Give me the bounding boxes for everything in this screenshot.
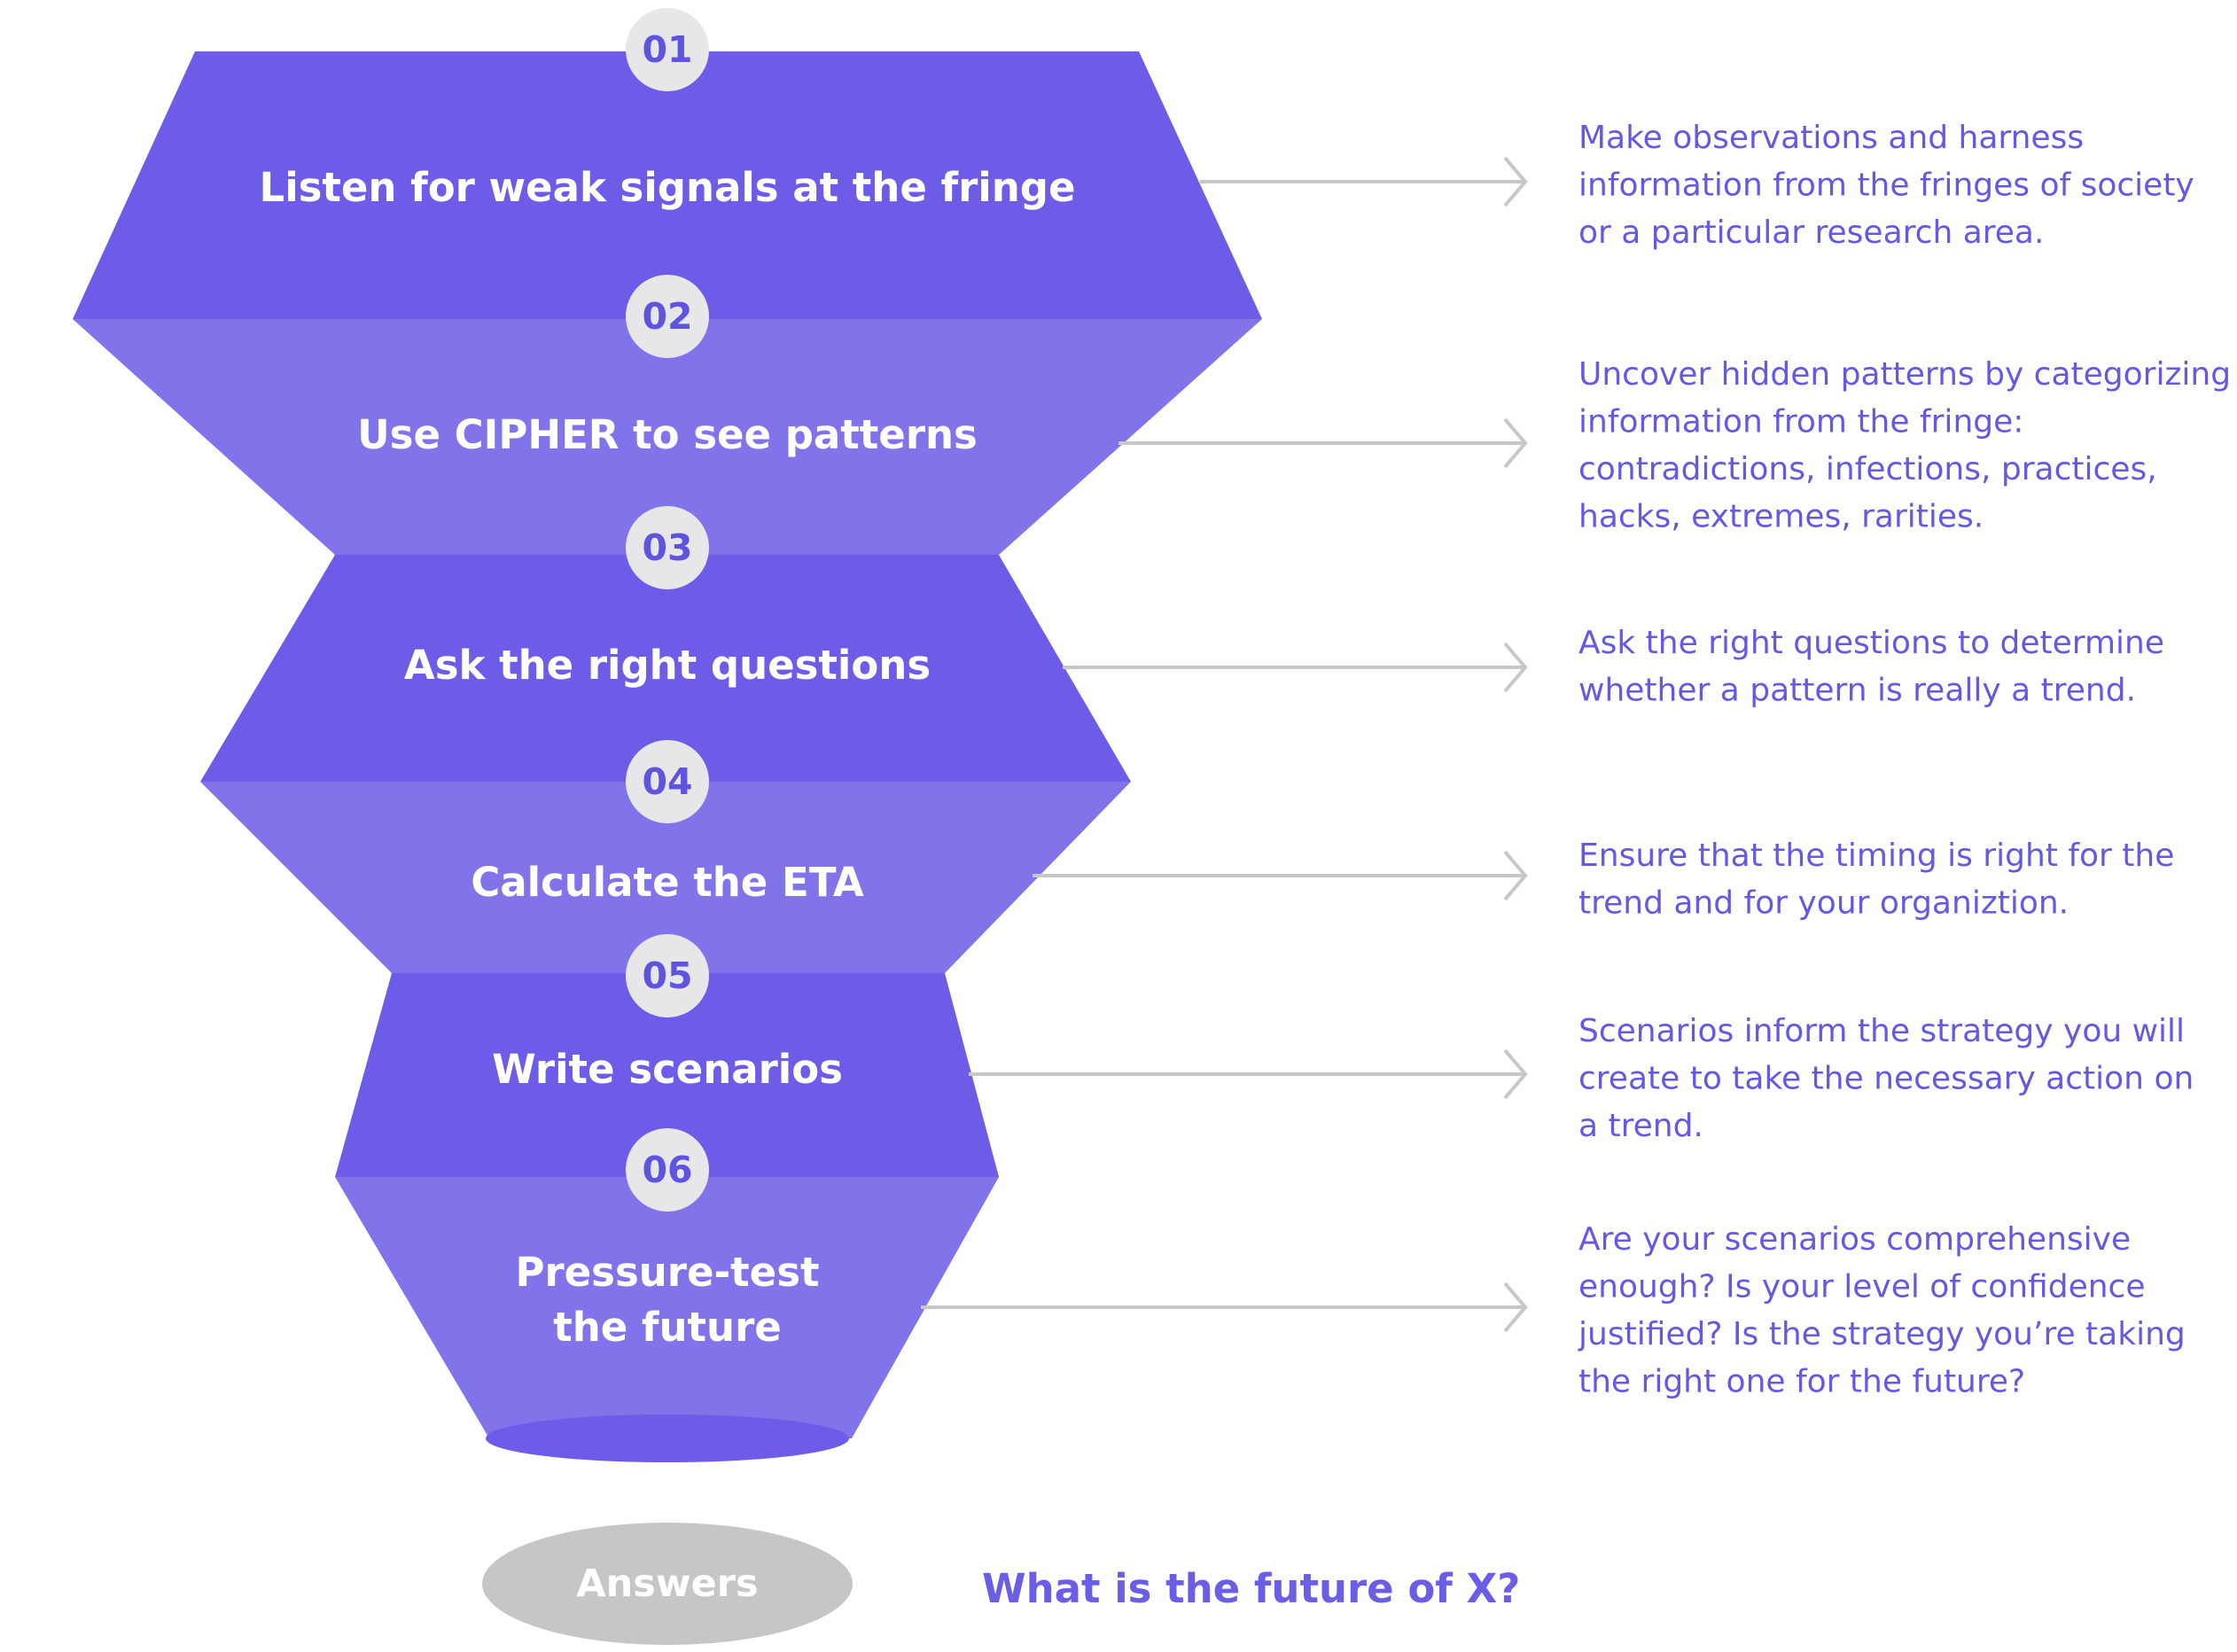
step-3-description: Ask the right questions to determine	[1578, 625, 2164, 661]
step-4-description: trend and for your organiztion.	[1578, 885, 2069, 922]
arrow-head-icon	[1503, 1048, 1528, 1100]
step-6-title: Pressure-test	[515, 1249, 819, 1296]
step-titles: Listen for weak signals at the fringe Use…	[260, 164, 1076, 1351]
step-5-description: create to take the necessary action on	[1578, 1061, 2194, 1097]
step-6-number: 06	[642, 1149, 692, 1191]
arrow-head-icon	[1503, 850, 1528, 901]
step-2-title: Use CIPHER to see patterns	[357, 411, 978, 458]
step-4-title: Calculate the ETA	[471, 859, 864, 906]
step-6-description: enough? Is your level of confidence	[1578, 1269, 2146, 1305]
arrow-head-icon	[1503, 417, 1528, 469]
step-3-number: 03	[642, 526, 692, 569]
step-5-number: 05	[642, 955, 692, 997]
step-2-description: Uncover hidden patterns by categorizing	[1578, 356, 2231, 393]
step-4-description: Ensure that the timing is right for the	[1578, 838, 2174, 874]
step-3-title: Ask the right questions	[404, 642, 931, 689]
answers-block: Answers	[482, 1523, 853, 1645]
step-2-description: information from the fringe:	[1578, 404, 2023, 440]
step-2-description: hacks, extremes, rarities.	[1578, 499, 1984, 535]
step-1-description: information from the fringes of society	[1578, 168, 2194, 204]
step-5-description: Scenarios inform the strategy you will	[1578, 1013, 2185, 1049]
step-6-badge	[626, 1128, 709, 1212]
answers-oval	[482, 1523, 853, 1645]
step-4-badge	[626, 740, 709, 823]
future-question: What is the future of X?	[982, 1565, 1520, 1612]
step-6-title: the future	[553, 1304, 782, 1351]
step-2-description: contradictions, infections, practices,	[1578, 451, 2157, 487]
step-6-description: the right one for the future?	[1578, 1364, 2025, 1400]
step-5-description: a trend.	[1578, 1108, 1703, 1144]
arrow-head-icon	[1503, 642, 1528, 693]
arrow-head-icon	[1503, 1282, 1528, 1333]
funnel-band-5	[335, 973, 999, 1177]
funnel-band-2	[73, 319, 1262, 555]
funnel-band-1	[73, 51, 1262, 319]
step-2-badge	[626, 275, 709, 358]
step-1-title: Listen for weak signals at the fringe	[260, 164, 1076, 211]
step-1-description: Make observations and harness	[1578, 120, 2084, 156]
step-2-number: 02	[642, 295, 692, 338]
connector-arrows	[921, 156, 1528, 1333]
step-4-number: 04	[642, 760, 692, 803]
funnel-bands	[73, 51, 1262, 1462]
funnel-band-6	[335, 1177, 999, 1438]
step-5-badge	[626, 934, 709, 1017]
funnel-band-4	[200, 782, 1131, 973]
step-6-description: Are your scenarios comprehensive	[1578, 1221, 2131, 1258]
step-3-badge	[626, 506, 709, 589]
step-1-number: 01	[642, 28, 692, 71]
step-5-title: Write scenarios	[492, 1046, 843, 1093]
step-3-description: whether a pattern is really a trend.	[1578, 673, 2136, 709]
step-descriptions: Make observations and harness information…	[1578, 120, 2231, 1400]
funnel-band-3	[200, 555, 1131, 782]
step-6-description: justified? Is the strategy you’re taking	[1578, 1316, 2186, 1352]
answers-label: Answers	[576, 1562, 758, 1606]
arrow-head-icon	[1503, 156, 1528, 207]
step-1-badge	[626, 8, 709, 91]
step-badges: 01 02 03 04 05 06	[626, 8, 709, 1212]
step-1-description: or a particular research area.	[1578, 214, 2044, 251]
funnel-bottom-cap	[486, 1414, 849, 1462]
